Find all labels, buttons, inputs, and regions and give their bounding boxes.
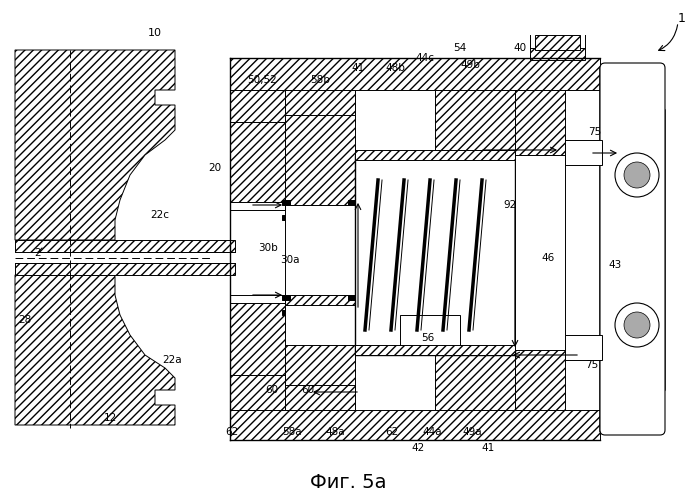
Bar [600,98,614,403]
Text: 49a: 49a [462,427,482,437]
Bar [282,215,290,220]
Bar [535,35,580,50]
Bar [348,295,356,300]
Text: 40: 40 [514,43,526,53]
Bar [230,410,600,440]
Text: 58a: 58a [282,427,302,437]
Bar [230,295,285,303]
Bar [515,155,565,350]
Text: 10: 10 [148,28,162,38]
Text: 60: 60 [301,385,314,395]
Bar [230,122,285,202]
Bar [515,345,565,410]
Bar [282,200,290,205]
Bar [515,90,565,155]
Text: 28: 28 [18,315,31,325]
Text: 56: 56 [422,333,435,343]
Text: 22c: 22c [151,210,169,220]
Text: 48a: 48a [325,427,345,437]
Text: 49b: 49b [460,60,480,70]
Text: 1: 1 [678,12,686,24]
Bar [230,90,285,122]
Bar [15,240,235,252]
Text: 58b: 58b [310,75,330,85]
Circle shape [615,303,659,347]
Text: 48b: 48b [385,63,405,73]
Bar [355,345,515,355]
Text: 60: 60 [266,385,279,395]
Text: 62: 62 [225,427,238,437]
Text: 44c: 44c [415,53,434,63]
Bar [285,205,435,295]
Bar [285,90,355,205]
Text: 46: 46 [542,253,555,263]
Text: 75: 75 [588,127,602,137]
Text: 30a: 30a [280,255,300,265]
Bar [565,140,602,165]
Bar [230,375,285,410]
Bar [15,252,235,263]
Polygon shape [15,50,175,240]
Bar [282,310,290,315]
Bar [230,303,285,375]
Text: 30b: 30b [258,243,278,253]
Bar [285,90,355,115]
Bar [435,90,515,150]
Bar [15,263,235,275]
Text: 20: 20 [208,163,222,173]
Bar [285,305,435,345]
Circle shape [615,153,659,197]
Text: 50,52: 50,52 [247,75,277,85]
Bar [285,295,355,410]
Text: 62: 62 [385,427,399,437]
Bar [348,310,356,315]
Text: 92: 92 [503,200,516,210]
Text: 41: 41 [351,63,365,73]
Polygon shape [600,68,665,432]
Bar [282,295,290,300]
Bar [435,345,515,410]
Bar [565,335,602,360]
Bar [348,215,356,220]
Bar [600,402,630,432]
Circle shape [624,312,650,338]
Text: 41: 41 [482,443,495,453]
Text: 44a: 44a [422,427,442,437]
Text: 43: 43 [608,260,622,270]
Bar [530,48,585,60]
Bar [348,200,356,205]
Text: 12: 12 [103,413,116,423]
Polygon shape [15,275,175,425]
Bar [355,150,515,160]
Text: 42: 42 [411,443,424,453]
Bar [230,58,600,90]
Text: 54: 54 [453,43,466,53]
Text: 75: 75 [585,360,599,370]
Bar [400,315,460,355]
Text: 2: 2 [35,248,41,258]
Bar [355,155,515,355]
FancyBboxPatch shape [600,63,665,435]
Bar [600,68,630,98]
Text: Фиг. 5а: Фиг. 5а [309,472,386,492]
Bar [285,385,355,410]
Bar [230,202,285,210]
Circle shape [624,162,650,188]
Text: 22a: 22a [162,355,182,365]
